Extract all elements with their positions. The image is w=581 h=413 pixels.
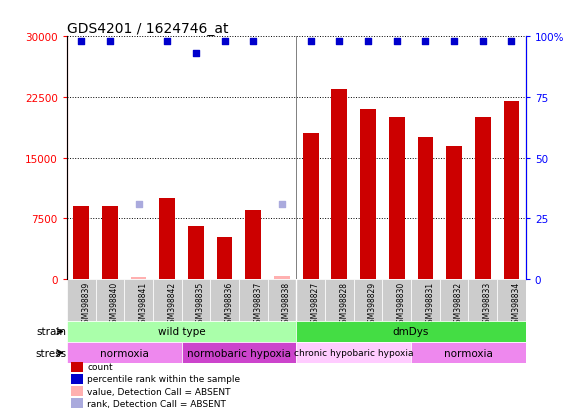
Point — [507, 39, 516, 45]
Text: GSM398836: GSM398836 — [225, 282, 234, 328]
Bar — [181, 280, 210, 321]
Bar — [210, 280, 239, 321]
Bar — [440, 280, 468, 321]
Point — [363, 39, 372, 45]
Bar — [418, 138, 433, 280]
Point — [478, 39, 487, 45]
Bar — [131, 277, 146, 280]
Text: GSM398834: GSM398834 — [511, 282, 521, 328]
Point — [163, 39, 172, 45]
Bar — [389, 118, 404, 280]
Text: strain: strain — [37, 327, 67, 337]
Text: count: count — [88, 362, 113, 371]
Text: GSM398829: GSM398829 — [368, 282, 377, 328]
Bar — [411, 342, 526, 363]
Point — [306, 39, 315, 45]
Point — [335, 39, 344, 45]
Bar — [124, 280, 153, 321]
Text: value, Detection Call = ABSENT: value, Detection Call = ABSENT — [88, 387, 231, 396]
Bar — [95, 280, 124, 321]
Bar — [188, 227, 204, 280]
Bar — [296, 321, 526, 342]
Bar — [354, 280, 382, 321]
Point — [450, 39, 459, 45]
Bar — [181, 342, 296, 363]
Bar — [325, 280, 354, 321]
Text: normoxia: normoxia — [100, 348, 149, 358]
Bar — [497, 280, 526, 321]
Point — [105, 39, 114, 45]
Bar — [67, 321, 296, 342]
Bar — [71, 399, 83, 408]
Bar — [274, 276, 290, 280]
Text: GSM398830: GSM398830 — [397, 282, 406, 328]
Bar — [71, 362, 83, 372]
Text: rank, Detection Call = ABSENT: rank, Detection Call = ABSENT — [88, 399, 227, 408]
Point — [392, 39, 401, 45]
Text: GSM398842: GSM398842 — [167, 282, 176, 328]
Bar — [153, 280, 182, 321]
Text: GSM398835: GSM398835 — [196, 282, 205, 328]
Bar — [296, 342, 411, 363]
Text: GDS4201 / 1624746_at: GDS4201 / 1624746_at — [67, 22, 228, 36]
Bar — [73, 207, 89, 280]
Point — [77, 39, 86, 45]
Text: GSM398831: GSM398831 — [425, 282, 435, 328]
Bar — [303, 134, 318, 280]
Text: GSM398828: GSM398828 — [339, 282, 349, 328]
Bar — [446, 146, 462, 280]
Bar — [504, 102, 519, 280]
Text: GSM398832: GSM398832 — [454, 282, 463, 328]
Text: wild type: wild type — [158, 327, 205, 337]
Point — [421, 39, 430, 45]
Bar — [245, 211, 261, 280]
Text: GSM398827: GSM398827 — [311, 282, 320, 328]
Bar — [382, 280, 411, 321]
Bar — [411, 280, 440, 321]
Text: GSM398833: GSM398833 — [483, 282, 492, 328]
Text: stress: stress — [35, 348, 67, 358]
Bar — [360, 110, 376, 280]
Text: percentile rank within the sample: percentile rank within the sample — [88, 375, 241, 383]
Point — [277, 201, 286, 208]
Text: normoxia: normoxia — [444, 348, 493, 358]
Bar — [475, 118, 491, 280]
Bar — [71, 386, 83, 396]
Bar — [67, 342, 181, 363]
Bar — [268, 280, 296, 321]
Text: dmDys: dmDys — [393, 327, 429, 337]
Bar — [468, 280, 497, 321]
Text: GSM398840: GSM398840 — [110, 282, 119, 328]
Bar — [71, 374, 83, 384]
Point — [134, 201, 143, 208]
Point — [191, 51, 200, 57]
Text: chronic hypobaric hypoxia: chronic hypobaric hypoxia — [294, 348, 414, 357]
Bar — [296, 280, 325, 321]
Text: GSM398841: GSM398841 — [138, 282, 148, 328]
Bar — [159, 199, 175, 280]
Text: GSM398838: GSM398838 — [282, 282, 291, 328]
Bar — [217, 237, 232, 280]
Text: GSM398837: GSM398837 — [253, 282, 262, 328]
Bar — [102, 207, 118, 280]
Bar — [331, 90, 347, 280]
Point — [220, 39, 229, 45]
Bar — [67, 280, 95, 321]
Point — [249, 39, 258, 45]
Text: GSM398839: GSM398839 — [81, 282, 90, 328]
Bar — [239, 280, 268, 321]
Text: normobaric hypoxia: normobaric hypoxia — [187, 348, 291, 358]
